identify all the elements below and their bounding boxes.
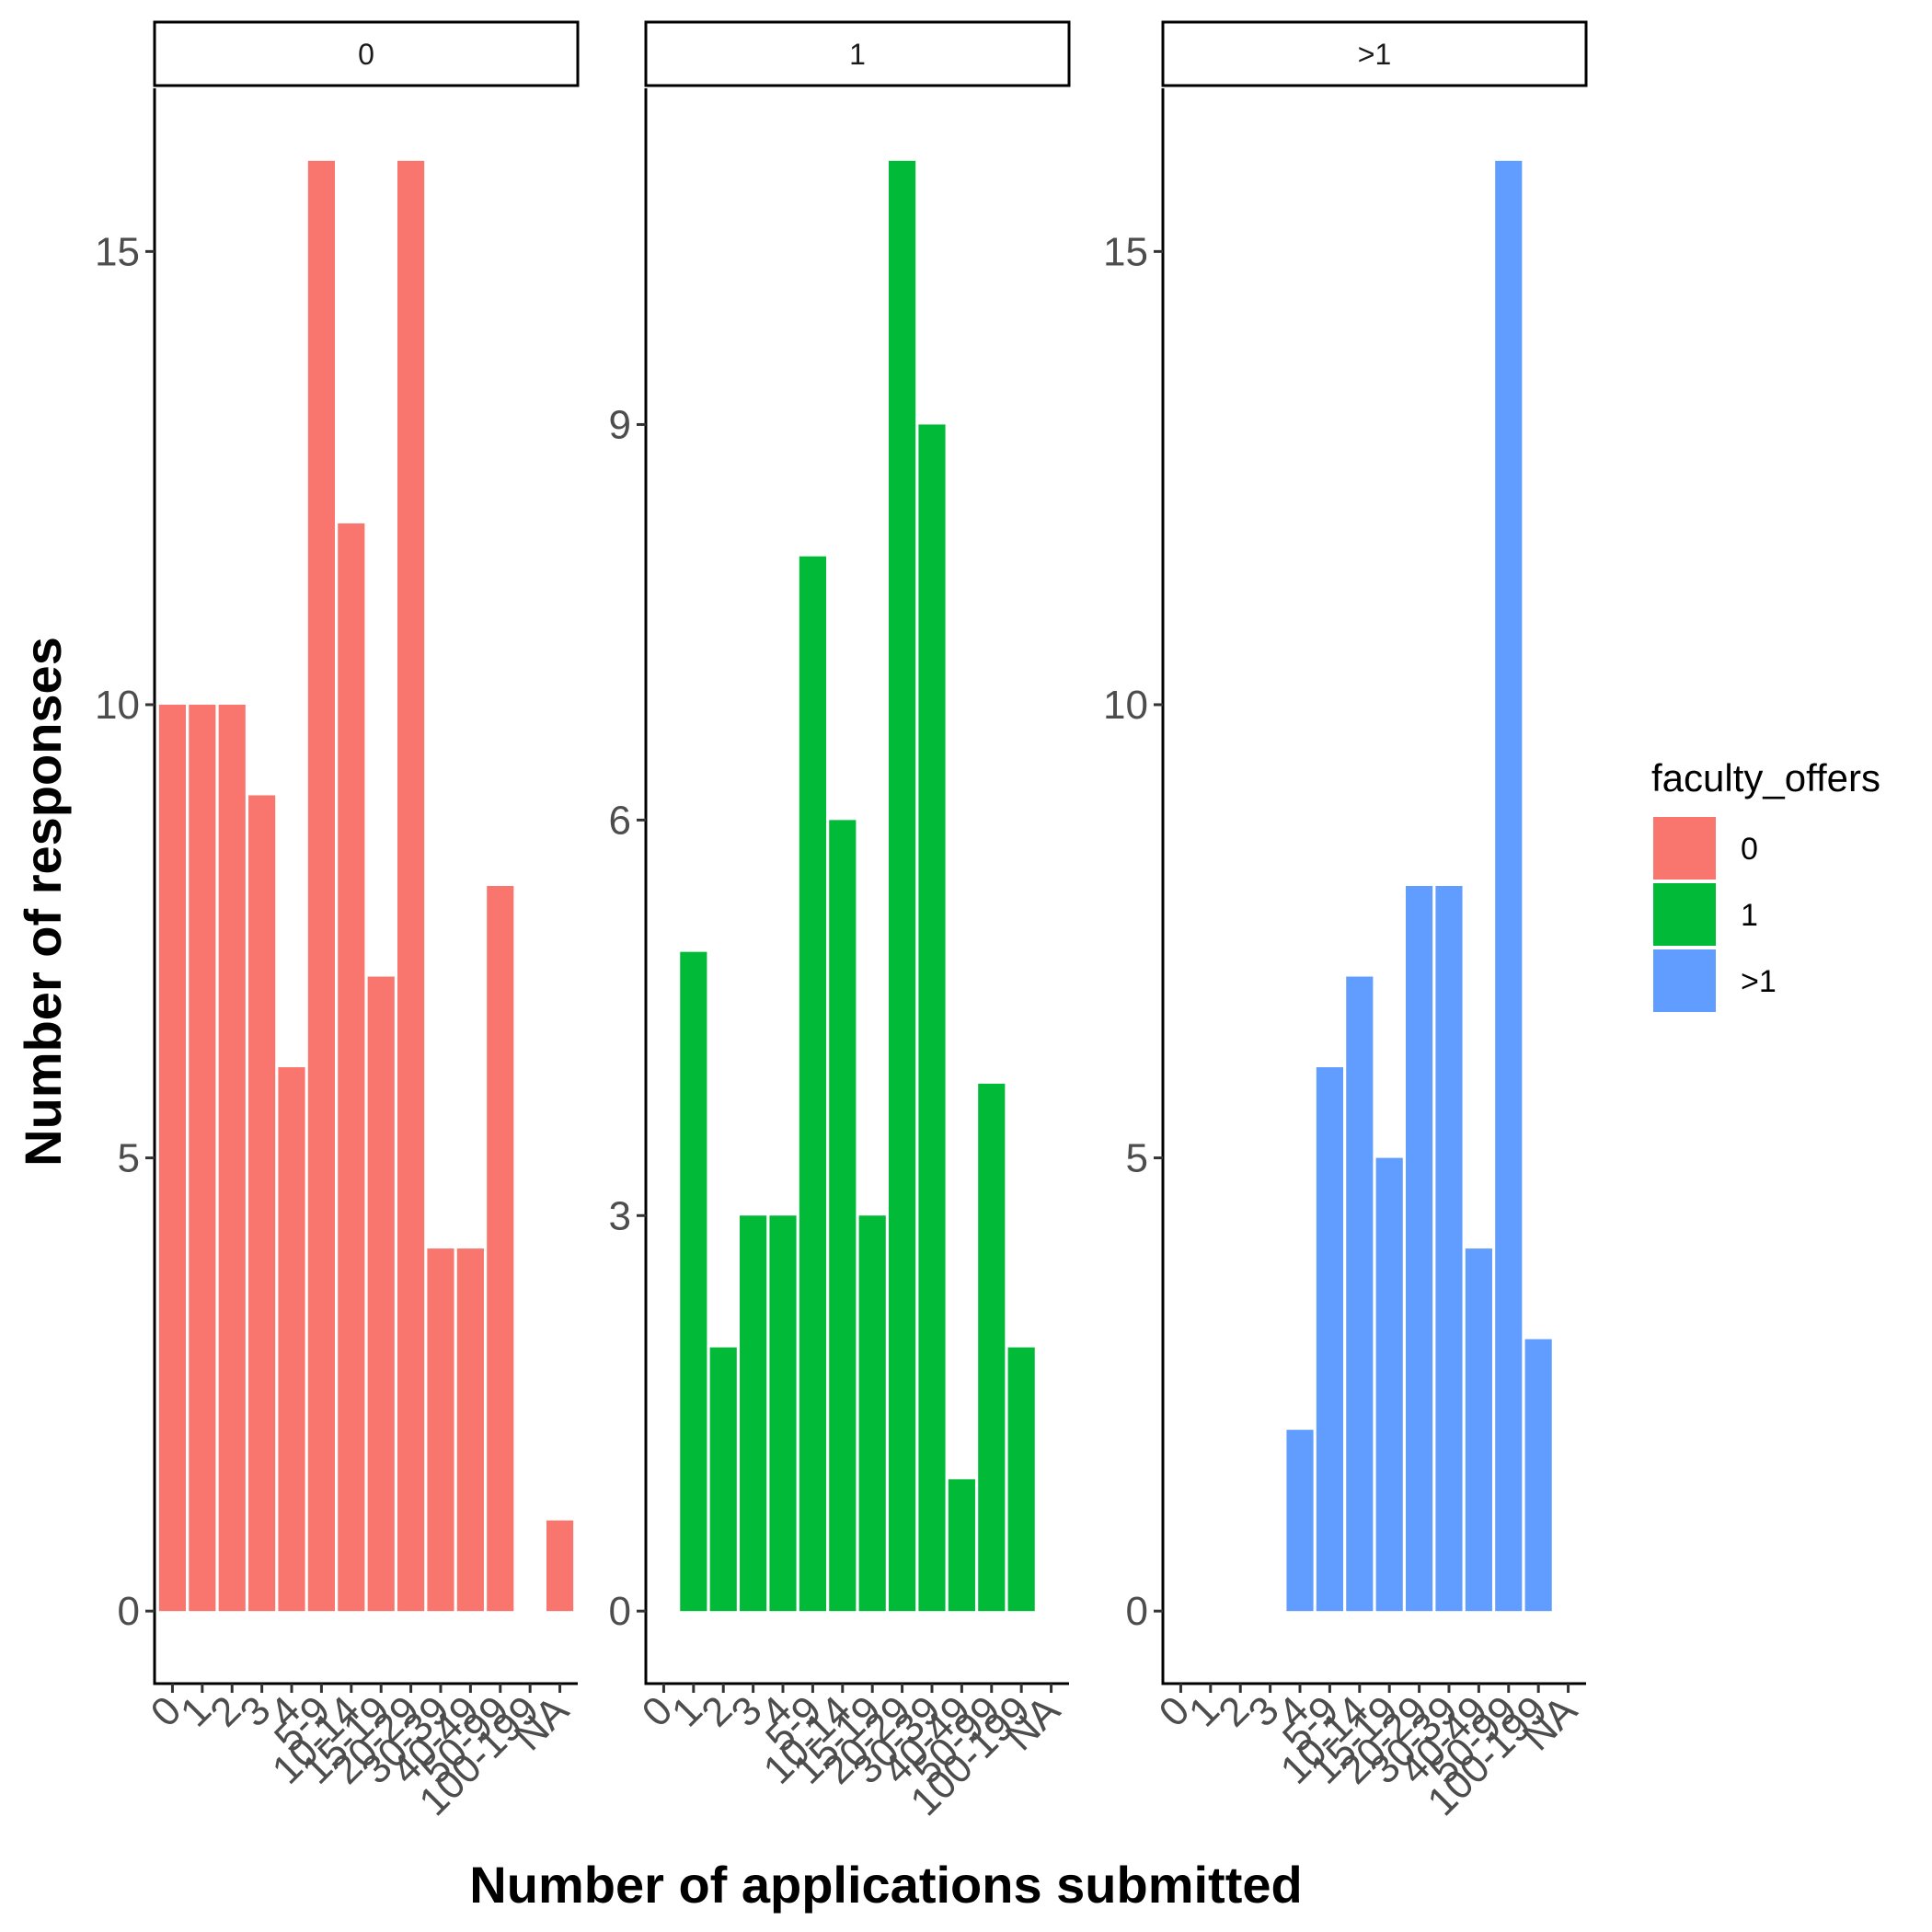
bar-50-99 bbox=[1495, 160, 1523, 1612]
bar-5-9 bbox=[1316, 1067, 1343, 1612]
bar-15-19 bbox=[1375, 1157, 1403, 1612]
facet-strip bbox=[1161, 20, 1588, 87]
bar-NA bbox=[546, 1520, 574, 1612]
bar-30-39 bbox=[427, 1248, 454, 1612]
y-tick-label: 0 bbox=[118, 1589, 140, 1634]
facet-strip-label: 1 bbox=[849, 38, 866, 71]
bar-4 bbox=[278, 1067, 305, 1612]
legend-title: faculty_offers bbox=[1651, 756, 1880, 799]
bar-10-14 bbox=[1346, 976, 1374, 1612]
bar-50-99 bbox=[487, 886, 514, 1612]
y-tick-label: 0 bbox=[1126, 1589, 1148, 1634]
y-tick-label: 0 bbox=[609, 1589, 631, 1634]
bar-5-9 bbox=[307, 160, 335, 1612]
legend-key bbox=[1653, 883, 1716, 946]
bar-30-39 bbox=[918, 424, 946, 1612]
bar-20-29 bbox=[1406, 886, 1433, 1612]
y-tick-label: 15 bbox=[95, 229, 140, 274]
legend: faculty_offers 0 1 >1 bbox=[1651, 756, 1880, 1012]
facet-strip-label: 0 bbox=[358, 38, 374, 71]
y-axis-title: Number of responses bbox=[14, 637, 72, 1167]
y-tick-label: 15 bbox=[1103, 229, 1148, 274]
bar-5-9 bbox=[799, 556, 826, 1612]
bar-40-49 bbox=[948, 1478, 975, 1612]
y-tick-label: 5 bbox=[1126, 1136, 1148, 1181]
bar-40-49 bbox=[1465, 1248, 1492, 1612]
bar-0 bbox=[158, 704, 187, 1612]
bar-20-29 bbox=[889, 160, 916, 1612]
bar-40-49 bbox=[456, 1248, 484, 1612]
bar-100-199 bbox=[1007, 1347, 1035, 1612]
legend-label: >1 bbox=[1741, 964, 1777, 999]
bar-4 bbox=[769, 1215, 797, 1612]
facet-strip bbox=[644, 20, 1071, 87]
y-tick-label: 9 bbox=[609, 402, 631, 447]
y-tick-label: 5 bbox=[118, 1136, 140, 1181]
legend-label: 1 bbox=[1741, 898, 1758, 933]
bar-2 bbox=[218, 704, 246, 1612]
bar-15-19 bbox=[858, 1215, 886, 1612]
y-tick-label: 6 bbox=[609, 798, 631, 843]
legend-key bbox=[1653, 949, 1716, 1012]
bar-3 bbox=[248, 795, 276, 1612]
facet-strip bbox=[153, 20, 580, 87]
bar-30-39 bbox=[1435, 886, 1463, 1612]
bar-100-199 bbox=[1524, 1339, 1552, 1612]
bar-1 bbox=[189, 704, 216, 1612]
y-tick-label: 10 bbox=[95, 683, 140, 728]
bar-10-14 bbox=[338, 523, 365, 1612]
bar-20-29 bbox=[397, 160, 425, 1612]
bar-4 bbox=[1286, 1430, 1314, 1612]
facet-strip-label: >1 bbox=[1358, 38, 1391, 71]
bar-3 bbox=[740, 1215, 767, 1612]
facet-panels: 0051015012345-910-1415-1920-2930-3940-49… bbox=[95, 20, 1588, 1824]
facet-panel-2: >1051015012345-910-1415-1920-2930-3940-4… bbox=[1103, 20, 1588, 1824]
legend-label: 0 bbox=[1741, 832, 1758, 867]
facet-panel-0: 0051015012345-910-1415-1920-2930-3940-49… bbox=[95, 20, 580, 1824]
bar-50-99 bbox=[978, 1083, 1006, 1612]
facet-panel-1: 10369012345-910-1415-1920-2930-3940-4950… bbox=[609, 20, 1071, 1824]
y-tick-label: 10 bbox=[1103, 683, 1148, 728]
bar-2 bbox=[709, 1347, 737, 1612]
bar-1 bbox=[680, 951, 707, 1612]
y-tick-label: 3 bbox=[609, 1193, 631, 1238]
x-axis-title: Number of applications submitted bbox=[469, 1856, 1302, 1914]
legend-key bbox=[1653, 817, 1716, 880]
bar-10-14 bbox=[829, 820, 857, 1612]
bar-15-19 bbox=[367, 976, 395, 1612]
